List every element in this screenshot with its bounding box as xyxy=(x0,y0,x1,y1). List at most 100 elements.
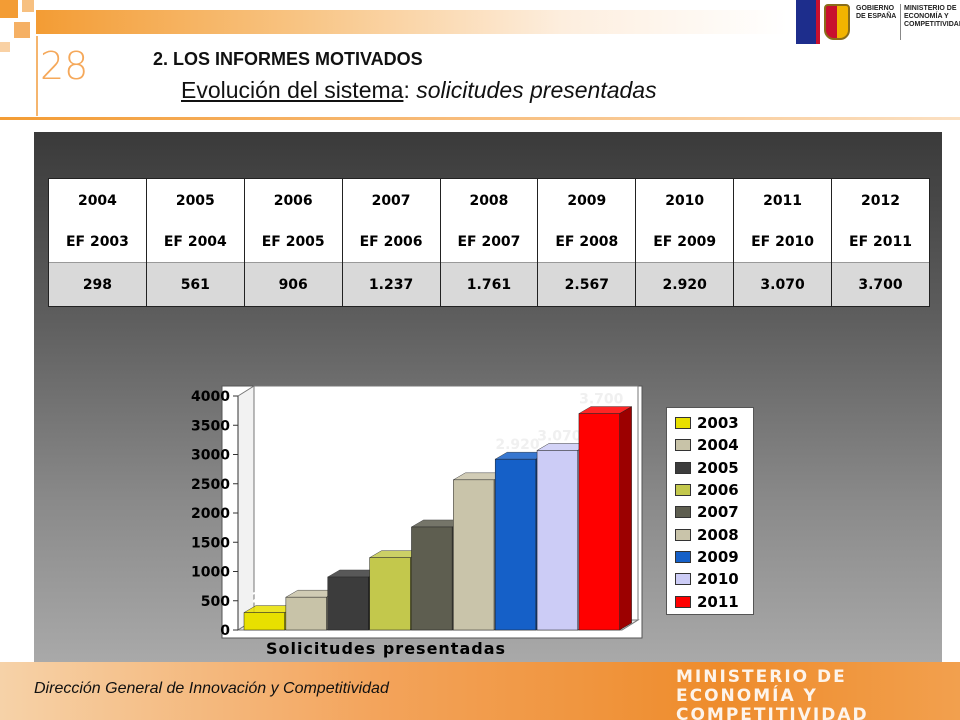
legend-label: 2005 xyxy=(697,458,739,477)
table-row-values: 298 561 906 1.237 1.761 2.567 2.920 3.070 3.700 xyxy=(48,262,930,307)
table-cell-value: 906 xyxy=(243,262,343,307)
legend-swatch xyxy=(675,573,691,586)
table-cell-fiscal: EF 2004 xyxy=(145,222,245,263)
decor-square xyxy=(0,42,10,52)
flag-stripe xyxy=(816,0,820,44)
bar xyxy=(411,526,453,631)
coat-of-arms-icon xyxy=(824,4,850,40)
table-cell-value: 298 xyxy=(48,262,147,307)
logo-ministerio-text: MINISTERIO DE ECONOMÍA Y COMPETITIVIDAD xyxy=(904,5,960,28)
legend-swatch xyxy=(675,484,691,497)
legend-item: 2011 xyxy=(675,590,753,612)
x-axis-label: Solicitudes presentadas xyxy=(266,639,506,658)
legend-swatch xyxy=(675,461,691,474)
legend-item: 2008 xyxy=(675,523,753,545)
data-label: 298 xyxy=(252,591,281,607)
chart-legend: 2003 2004 2005 2006 2007 2008 2009 2010 2011 xyxy=(666,407,754,615)
decor-square xyxy=(14,22,30,38)
legend-item: 2006 xyxy=(675,479,753,501)
bar xyxy=(578,413,620,631)
legend-swatch xyxy=(675,595,691,608)
subtitle-underlined: Evolución del sistema xyxy=(181,77,404,103)
table-cell-value: 2.567 xyxy=(537,262,637,307)
table-cell-year: 2005 xyxy=(145,178,245,223)
legend-label: 2011 xyxy=(697,592,739,611)
legend-swatch xyxy=(675,506,691,519)
table-cell-year: 2009 xyxy=(537,178,637,223)
table-cell-value: 3.070 xyxy=(733,262,832,307)
bar xyxy=(369,557,411,631)
table-row-fiscal: EF 2003 EF 2004 EF 2005 EF 2006 EF 2007 EF 20… xyxy=(48,222,930,263)
data-label: 2567 xyxy=(456,458,495,474)
subtitle-italic: solicitudes presentadas xyxy=(416,77,657,103)
legend-item: 2007 xyxy=(675,501,753,523)
data-label: 561 xyxy=(294,575,323,591)
bar xyxy=(494,458,537,631)
eu-flag-icon xyxy=(796,0,816,44)
table-cell-year: 2008 xyxy=(439,178,539,223)
legend-label: 2003 xyxy=(697,414,739,433)
table-cell-year: 2007 xyxy=(341,178,441,223)
data-label: 906 xyxy=(335,555,364,571)
header-bar xyxy=(36,10,788,34)
decor-square xyxy=(0,0,18,18)
footer-text: Dirección General de Innovación y Compet… xyxy=(34,680,389,697)
table-row-years: 2004 2005 2006 2007 2008 2009 2010 2011 2012 xyxy=(48,178,930,223)
table-cell-year: 2010 xyxy=(635,178,735,223)
legend-label: 2006 xyxy=(697,481,739,500)
bar xyxy=(536,450,578,631)
decor-square xyxy=(22,0,34,12)
slide-number: 28 xyxy=(40,44,89,88)
logo-gobierno-text: GOBIERNO DE ESPAÑA xyxy=(856,5,897,20)
bar xyxy=(453,479,495,631)
government-logo: GOBIERNO DE ESPAÑA MINISTERIO DE ECONOMÍ… xyxy=(796,0,960,46)
table-cell-value: 3.700 xyxy=(831,262,930,307)
data-label: 1237 xyxy=(372,536,411,552)
y-tick-label: 1500 xyxy=(191,535,230,551)
header-divider xyxy=(36,36,38,116)
legend-item: 2004 xyxy=(675,434,753,456)
table-cell-value: 1.761 xyxy=(439,262,539,307)
legend-item: 2009 xyxy=(675,546,753,568)
data-label: 3.070 xyxy=(537,428,582,444)
table-cell-fiscal: EF 2003 xyxy=(48,222,147,263)
legend-label: 2008 xyxy=(697,525,739,544)
table-cell-value: 2.920 xyxy=(635,262,735,307)
legend-label: 2010 xyxy=(697,570,739,589)
legend-swatch xyxy=(675,550,691,563)
y-tick-label: 1000 xyxy=(191,565,230,581)
bar-chart: 0 500 1000 1500 2000 2500 3000 3500 4000 298 561 90… xyxy=(191,385,643,658)
data-label: 2.920 xyxy=(495,437,540,453)
bar xyxy=(327,576,369,631)
y-tick-label: 3500 xyxy=(191,418,230,434)
bar-side xyxy=(619,406,632,631)
legend-swatch xyxy=(675,439,691,452)
table-cell-year: 2006 xyxy=(243,178,343,223)
y-tick-label: 2500 xyxy=(191,477,230,493)
table-cell-year: 2004 xyxy=(48,178,147,223)
section-title: 2. LOS INFORMES MOTIVADOS xyxy=(153,49,423,69)
legend-label: 2009 xyxy=(697,547,739,566)
footer-logo-text: MINISTERIO DE ECONOMÍA Y COMPETITIVIDAD xyxy=(676,668,906,720)
footer-band xyxy=(0,662,960,720)
footer-logo-label: MINISTERIO DE ECONOMÍA Y COMPETITIVIDAD xyxy=(676,667,869,720)
table-cell-fiscal: EF 2007 xyxy=(439,222,539,263)
table-cell-value: 1.237 xyxy=(341,262,441,307)
table-cell-fiscal: EF 2005 xyxy=(243,222,343,263)
legend-item: 2005 xyxy=(675,457,753,479)
data-label: 1761 xyxy=(414,505,453,521)
y-tick-label: 0 xyxy=(220,623,230,639)
legend-swatch xyxy=(675,528,691,541)
logo-divider xyxy=(900,4,901,40)
slide-subtitle: Evolución del sistema: solicitudes prese… xyxy=(181,77,657,104)
subtitle-separator: : xyxy=(403,77,417,103)
y-tick-label: 4000 xyxy=(191,389,230,405)
legend-label: 2004 xyxy=(697,436,739,455)
table-cell-fiscal: EF 2008 xyxy=(537,222,637,263)
table-cell-fiscal: EF 2009 xyxy=(635,222,735,263)
header-underline xyxy=(0,117,960,120)
table-cell-year: 2011 xyxy=(733,178,832,223)
table-cell-value: 561 xyxy=(145,262,245,307)
legend-label: 2007 xyxy=(697,503,739,522)
table-cell-fiscal: EF 2006 xyxy=(341,222,441,263)
